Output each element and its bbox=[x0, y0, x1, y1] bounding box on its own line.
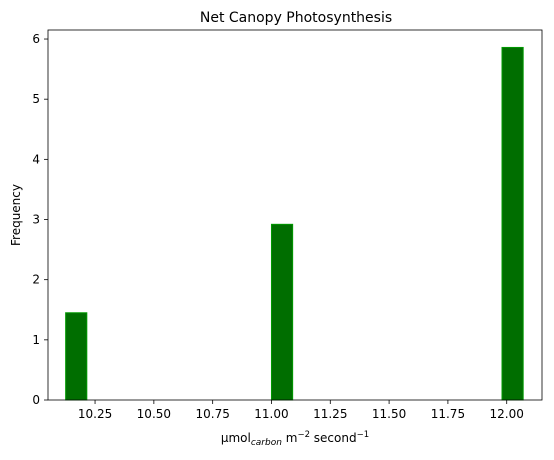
x-tick-label: 12.00 bbox=[490, 407, 524, 421]
y-tick-label: 2 bbox=[32, 273, 40, 287]
y-tick-label: 4 bbox=[32, 152, 40, 166]
x-axis-label: µmolcarbon m−2 second−1 bbox=[221, 430, 369, 448]
bar-1 bbox=[270, 223, 294, 401]
y-axis: 0 1 2 3 4 5 6 bbox=[32, 32, 48, 407]
x-tick-label: 11.25 bbox=[313, 407, 347, 421]
bars-group bbox=[65, 46, 524, 401]
x-tick-label: 10.75 bbox=[195, 407, 229, 421]
x-axis-label-base: µmol bbox=[221, 431, 251, 445]
y-tick-label: 1 bbox=[32, 333, 40, 347]
x-axis-label-sup2: −1 bbox=[357, 430, 370, 440]
y-tick-label: 5 bbox=[32, 92, 40, 106]
x-axis-label-subscript: carbon bbox=[251, 438, 282, 448]
plot-frame bbox=[47, 29, 543, 401]
x-tick-label: 11.00 bbox=[254, 407, 288, 421]
x-tick-label: 10.25 bbox=[78, 407, 112, 421]
chart-title: Net Canopy Photosynthesis bbox=[200, 10, 392, 26]
y-tick-label: 0 bbox=[32, 393, 40, 407]
x-tick-label: 10.50 bbox=[137, 407, 171, 421]
y-axis-label: Frequency bbox=[9, 184, 23, 246]
x-axis-label-tail: second bbox=[310, 431, 357, 445]
x-axis-label-middle: m bbox=[282, 431, 298, 445]
y-tick-label: 3 bbox=[32, 213, 40, 227]
bar-2 bbox=[501, 46, 524, 401]
x-axis-label-sup1: −2 bbox=[297, 430, 310, 440]
x-tick-label: 11.50 bbox=[372, 407, 406, 421]
x-axis: 10.25 10.50 10.75 11.00 11.25 11.50 11.75 12.00 bbox=[78, 400, 524, 421]
x-tick-label: 11.75 bbox=[431, 407, 465, 421]
bar-0 bbox=[65, 312, 88, 401]
y-tick-label: 6 bbox=[32, 32, 40, 46]
